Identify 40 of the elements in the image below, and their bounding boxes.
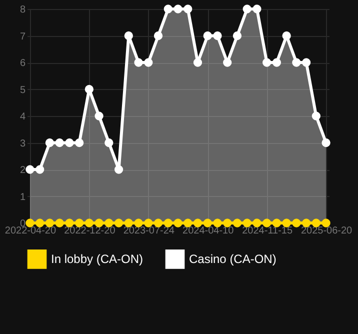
y-tick-label: 1	[20, 192, 26, 203]
point	[232, 31, 242, 40]
point	[84, 84, 94, 94]
point	[114, 165, 124, 174]
x-tick-label: 2023-07-24	[123, 226, 175, 236]
point	[213, 31, 222, 40]
point	[104, 138, 114, 148]
y-tick-label: 7	[20, 31, 26, 42]
point	[282, 31, 291, 40]
y-tick-label: 6	[20, 58, 26, 69]
point	[302, 58, 311, 67]
x-tick-label: 2025-06-20	[300, 226, 353, 236]
point	[74, 138, 84, 148]
point	[174, 218, 182, 228]
legend-label: Casino (CA-ON)	[189, 252, 276, 266]
point	[124, 31, 133, 40]
point	[184, 4, 192, 14]
point	[114, 218, 124, 228]
point	[272, 58, 282, 67]
point	[232, 218, 242, 228]
y-tick-label: 8	[20, 4, 26, 16]
y-tick-label: 2	[20, 165, 26, 176]
point	[223, 58, 232, 67]
point	[55, 218, 64, 228]
y-tick-label: 4	[20, 112, 26, 122]
y-tick-label: 5	[20, 84, 26, 96]
legend-label: In lobby (CA-ON)	[51, 252, 144, 266]
point	[193, 58, 202, 67]
point	[292, 218, 301, 228]
point	[144, 58, 153, 67]
x-tick-label: 2024-11-15	[242, 226, 293, 236]
point	[94, 112, 104, 120]
y-tick-label: 3	[20, 138, 26, 150]
point	[36, 165, 44, 174]
x-tick-label: 2024-04-10	[182, 226, 234, 236]
point	[154, 31, 163, 40]
point	[252, 4, 262, 14]
point	[322, 138, 330, 148]
point	[312, 112, 320, 120]
x-tick-label: 2022-12-20	[64, 226, 116, 236]
